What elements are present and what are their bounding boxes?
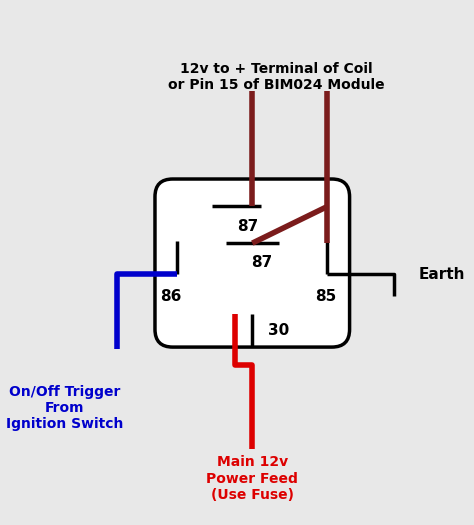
Text: 30: 30: [268, 323, 289, 338]
Text: Earth: Earth: [418, 267, 465, 281]
FancyBboxPatch shape: [155, 179, 350, 347]
Text: Main 12v
Power Feed
(Use Fuse): Main 12v Power Feed (Use Fuse): [206, 456, 298, 502]
Text: 87: 87: [237, 219, 258, 234]
Text: 12v to + Terminal of Coil
or Pin 15 of BIM024 Module: 12v to + Terminal of Coil or Pin 15 of B…: [168, 62, 385, 92]
Text: 85: 85: [315, 289, 336, 303]
Text: 87: 87: [251, 255, 272, 270]
Text: 86: 86: [160, 289, 181, 303]
Text: On/Off Trigger
From
Ignition Switch: On/Off Trigger From Ignition Switch: [6, 385, 123, 431]
